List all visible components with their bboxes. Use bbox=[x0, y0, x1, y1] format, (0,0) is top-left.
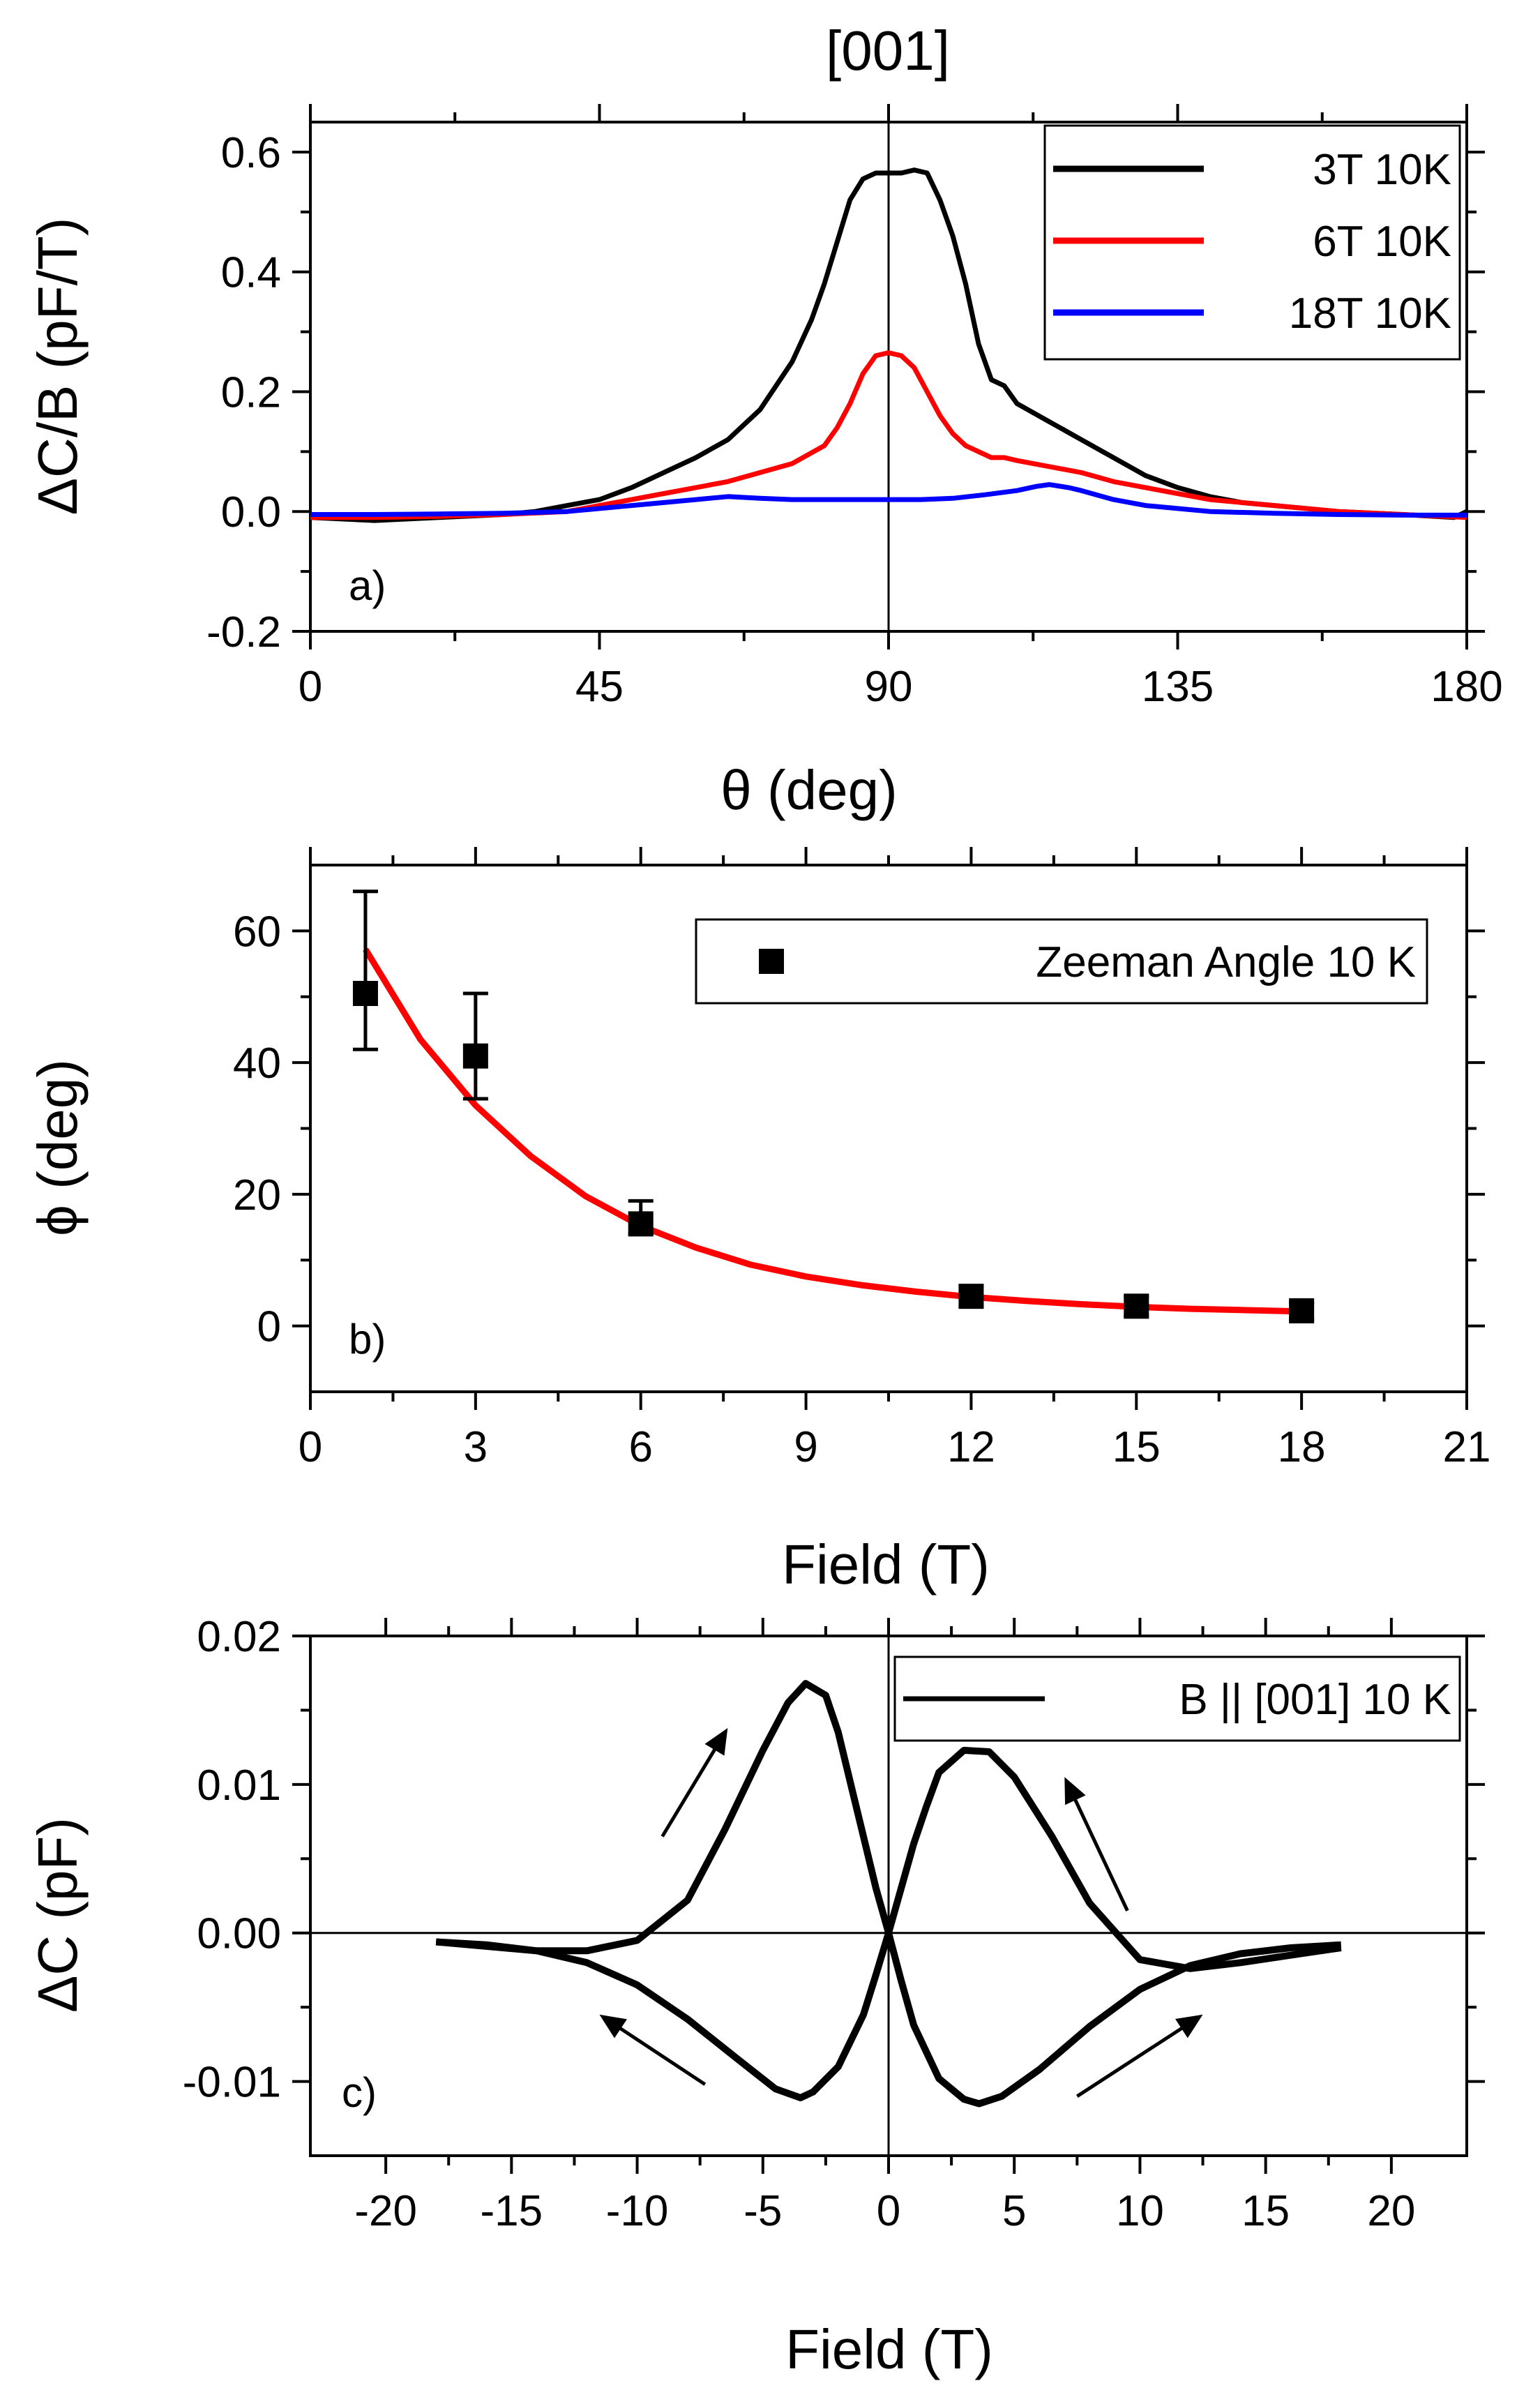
panel-b-x-tick-label: 3 bbox=[464, 1423, 488, 1471]
panel-a-legend-label: 18T 10K bbox=[1289, 290, 1451, 338]
panel-b-data-point bbox=[352, 981, 378, 1007]
panel-a-series-line-3 bbox=[310, 482, 1467, 518]
panel-c-direction-arrowhead bbox=[1175, 2014, 1203, 2038]
panel-c-label: c) bbox=[342, 2069, 377, 2116]
panel-a-x-axis-title: θ (deg) bbox=[720, 759, 897, 821]
panel-b-y-axis-title: ϕ (deg) bbox=[27, 1059, 89, 1236]
panel-c-chart: c) Field (T) ΔC (pF) -20 -15 -10 -5 0 5 10 15 20… bbox=[27, 1613, 1485, 2380]
panel-b-x-tick-label: 6 bbox=[628, 1423, 652, 1471]
panel-c-y-tick-label: -0.01 bbox=[183, 2059, 281, 2107]
panel-c-y-tick-label: 0.00 bbox=[197, 1910, 281, 1958]
panel-c-direction-arrow bbox=[660, 1747, 717, 1838]
panel-c-x-tick-label: -5 bbox=[743, 2187, 782, 2235]
panel-b-y-tick-label: 20 bbox=[233, 1171, 281, 1219]
panel-a-y-tick-label: 0.4 bbox=[221, 249, 281, 297]
panel-c-y-tick-label: 0.01 bbox=[197, 1762, 281, 1810]
panel-b-x-tick-label: 0 bbox=[299, 1423, 322, 1471]
panel-c-x-tick-label: 5 bbox=[1002, 2187, 1026, 2235]
panel-c-y-tick-label: 0.02 bbox=[197, 1613, 281, 1661]
panel-c-direction-arrow bbox=[1073, 1797, 1129, 1912]
panel-a-title: [001] bbox=[826, 20, 950, 82]
panel-a-y-tick-label: 0.0 bbox=[221, 488, 281, 536]
panel-c-direction-arrow bbox=[1075, 2026, 1184, 2098]
panel-a-y-tick-label: 0.2 bbox=[221, 368, 281, 416]
panel-a-y-tick-label: 0.6 bbox=[221, 129, 281, 177]
panel-b-y-tick-label: 60 bbox=[233, 908, 281, 956]
panel-a-y-axis-title: ΔC/B (pF/T) bbox=[27, 218, 89, 516]
panel-a-legend-label: 3T 10K bbox=[1313, 146, 1451, 194]
panel-a-y-tick-label: -0.2 bbox=[206, 608, 281, 656]
panel-b-x-tick-label: 9 bbox=[794, 1423, 817, 1471]
panel-b-x-tick-label: 21 bbox=[1443, 1423, 1491, 1471]
panel-b-x-tick-label: 18 bbox=[1278, 1423, 1326, 1471]
panel-b-label: b) bbox=[349, 1316, 386, 1362]
panel-a-chart: [001] a) θ (deg) ΔC/B (pF/T) 0 45 90 135 180… bbox=[27, 20, 1503, 821]
panel-c-y-axis-title: ΔC (pF) bbox=[27, 1817, 89, 2013]
panel-c-x-tick-label: -15 bbox=[481, 2187, 543, 2235]
panel-c-direction-arrow bbox=[618, 2026, 707, 2086]
panel-c-x-tick-label: -10 bbox=[606, 2187, 669, 2235]
panel-b-data-point bbox=[1289, 1298, 1315, 1323]
panel-b-data-point bbox=[1124, 1293, 1149, 1319]
panel-b-x-axis-title: Field (T) bbox=[782, 1533, 990, 1595]
panel-c-x-tick-label: 0 bbox=[877, 2187, 900, 2235]
panel-a-series-line-1 bbox=[310, 167, 1468, 523]
panel-c-x-axis-title: Field (T) bbox=[785, 2318, 993, 2380]
panel-b-chart: b) Field (T) ϕ (deg) 0 3 6 9 12 15 18 21 0 20 40 60… bbox=[27, 847, 1490, 1595]
panel-c-direction-arrowhead bbox=[704, 1727, 728, 1756]
panel-a-x-tick-label: 135 bbox=[1142, 663, 1214, 711]
panel-c-x-tick-label: -20 bbox=[354, 2187, 417, 2235]
panel-b-data-point bbox=[462, 1043, 488, 1069]
panel-c-x-tick-label: 10 bbox=[1116, 2187, 1164, 2235]
panel-a-label: a) bbox=[349, 562, 386, 609]
panel-b-legend-label: Zeeman Angle 10 K bbox=[1036, 938, 1416, 986]
panel-c-series-branch-2 bbox=[435, 1746, 1342, 2101]
panel-a-x-tick-label: 180 bbox=[1430, 663, 1502, 711]
panel-b-y-tick-label: 0 bbox=[257, 1303, 281, 1351]
panel-c-x-tick-label: 20 bbox=[1367, 2187, 1415, 2235]
panel-a-series-line-2 bbox=[310, 350, 1467, 520]
panel-b-x-tick-label: 12 bbox=[947, 1423, 995, 1471]
panel-c-direction-arrowhead bbox=[599, 2014, 627, 2038]
panel-a-legend-label: 6T 10K bbox=[1313, 218, 1451, 266]
panel-a-x-tick-label: 0 bbox=[299, 663, 322, 711]
panel-b-legend-swatch bbox=[759, 949, 784, 974]
panel-c-x-tick-label: 15 bbox=[1241, 2187, 1290, 2235]
panel-b-x-tick-label: 15 bbox=[1112, 1423, 1161, 1471]
panel-b-data-point bbox=[628, 1211, 654, 1237]
panel-b-y-tick-label: 40 bbox=[233, 1039, 281, 1088]
panel-b-legend-box bbox=[695, 918, 1428, 1005]
panel-a-x-tick-label: 90 bbox=[865, 663, 913, 711]
panel-c-direction-arrowhead bbox=[1064, 1777, 1086, 1805]
panel-c-series-branch-1 bbox=[435, 1680, 1342, 2108]
panel-a-x-tick-label: 45 bbox=[575, 663, 624, 711]
panel-c-legend-label: B || [001] 10 K bbox=[1179, 1676, 1451, 1724]
panel-b-data-point bbox=[958, 1284, 984, 1309]
